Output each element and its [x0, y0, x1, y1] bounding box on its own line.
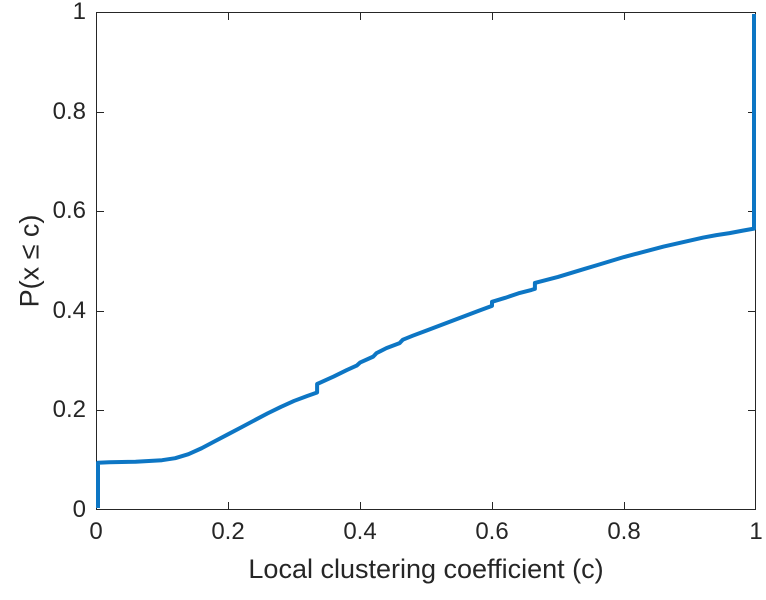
y-tick-label: 0 — [72, 496, 86, 523]
x-tick-label: 0.8 — [607, 518, 641, 545]
x-tick-label: 0 — [89, 518, 103, 545]
y-axis-label: P(x ≤ c) — [14, 214, 45, 308]
x-axis-label: Local clustering coefficient (c) — [248, 554, 604, 584]
y-tick-label: 0.4 — [52, 296, 86, 324]
x-tick-label: 0.6 — [475, 518, 509, 545]
x-tick-label: 0.4 — [343, 518, 377, 545]
x-tick-label: 0.2 — [211, 518, 245, 545]
y-tick-label: 0.2 — [52, 396, 86, 424]
plot-area — [96, 12, 756, 510]
x-tick-label: 1 — [749, 518, 763, 545]
y-tick-label: 0.6 — [52, 197, 86, 225]
cdf-curve-svg — [96, 12, 756, 510]
y-tick-label: 1 — [72, 0, 86, 25]
y-tick-label: 0.8 — [52, 97, 86, 125]
